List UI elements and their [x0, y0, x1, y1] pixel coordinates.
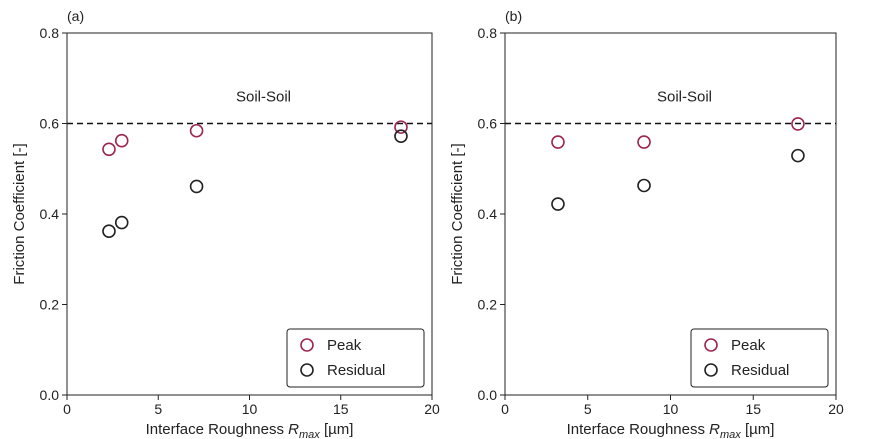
- legend-marker-peak: [300, 338, 314, 352]
- y-tick-label: 0.0: [40, 387, 60, 403]
- legend-label-peak: Peak: [327, 337, 362, 354]
- legend-marker-residual: [704, 363, 718, 377]
- panel-label: (a): [67, 8, 84, 24]
- legend-label-residual: Residual: [731, 362, 789, 379]
- x-axis-label-part: [µm]: [320, 421, 354, 438]
- legend-label-residual: Residual: [327, 362, 385, 379]
- y-tick-label: 0.8: [40, 25, 60, 41]
- y-tick-label: 0.6: [40, 116, 60, 132]
- x-tick-label: 15: [333, 401, 349, 417]
- legend-marker-peak: [704, 338, 718, 352]
- x-axis-label-part: [µm]: [741, 421, 775, 438]
- legend-label-peak: Peak: [731, 337, 766, 354]
- data-point-peak: [637, 135, 651, 149]
- data-point-peak: [114, 133, 129, 148]
- x-axis-label: Interface Roughness Rmax [µm]: [146, 421, 354, 439]
- panel-label: (b): [505, 8, 522, 24]
- data-point-peak: [791, 117, 805, 131]
- data-point-residual: [791, 148, 805, 163]
- data-point-peak: [551, 135, 565, 149]
- x-tick-label: 10: [663, 401, 679, 417]
- x-axis-label: Interface Roughness Rmax [µm]: [567, 421, 775, 439]
- legend: Peak Residual: [690, 328, 829, 388]
- soil-soil-annotation: Soil-Soil: [657, 89, 712, 106]
- x-tick-label: 10: [242, 401, 258, 417]
- legend-box: [286, 328, 425, 388]
- x-tick-label: 15: [745, 401, 761, 417]
- x-axis-label-part: Interface Roughness: [146, 421, 289, 438]
- x-tick-label: 20: [424, 401, 440, 417]
- x-axis-label-part: max: [720, 429, 741, 439]
- y-tick-label: 0.4: [40, 206, 60, 222]
- x-tick-label: 5: [154, 401, 162, 417]
- chart-panel-b: 0 5 10 15 20 0.0 0.2 0.4 0.6 0.8 (b) Soil-Soil Inter…: [449, 8, 844, 439]
- x-axis-label-part: Interface Roughness: [567, 421, 710, 438]
- data-point-residual: [189, 179, 204, 194]
- data-point-residual: [102, 224, 116, 238]
- y-tick-label: 0.2: [478, 297, 498, 313]
- data-point-residual: [637, 178, 651, 193]
- data-point-peak: [394, 120, 408, 134]
- x-tick-label: 0: [63, 401, 71, 417]
- y-tick-label: 0.8: [478, 25, 498, 41]
- y-tick-label: 0.0: [478, 387, 498, 403]
- x-tick-label: 20: [828, 401, 844, 417]
- x-axis-label-part: R: [709, 421, 720, 438]
- chart-panel-a: 0 5 10 15 20 0.0 0.2 0.4 0.6 0.8 (a) Soil-Soil Inter…: [11, 8, 440, 439]
- y-tick-label: 0.4: [478, 206, 498, 222]
- data-point-residual: [394, 129, 408, 143]
- y-axis-label: Friction Coefficient [-]: [11, 143, 28, 284]
- x-axis-label-part: max: [299, 429, 320, 439]
- x-tick-label: 5: [584, 401, 592, 417]
- data-point-peak: [102, 142, 116, 157]
- x-axis-label-part: R: [288, 421, 299, 438]
- legend: Peak Residual: [286, 328, 425, 388]
- soil-soil-annotation: Soil-Soil: [236, 89, 291, 106]
- y-tick-label: 0.2: [40, 297, 60, 313]
- x-tick-label: 0: [501, 401, 509, 417]
- legend-marker-residual: [300, 363, 314, 377]
- legend-box: [690, 328, 829, 388]
- data-point-residual: [114, 215, 129, 230]
- data-point-residual: [551, 197, 565, 211]
- data-point-peak: [189, 123, 204, 138]
- y-axis-label: Friction Coefficient [-]: [449, 143, 466, 284]
- y-tick-label: 0.6: [478, 116, 498, 132]
